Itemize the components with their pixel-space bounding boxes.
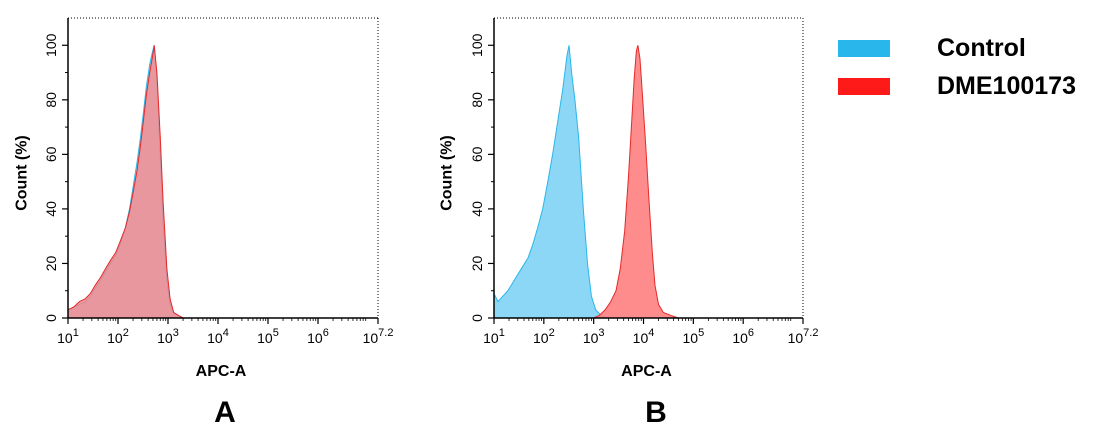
series-dme100173-area [593,45,679,319]
y-axis-title: Count (%) [14,135,31,211]
y-tick-label: 100 [43,33,59,57]
panel-a: 0 20 40 60 80 100 101 102 103 104 105 106 107.2 APC-A… [14,17,394,429]
y-tick-label: 20 [469,255,485,271]
x-axis-title: APC-A [196,363,247,380]
x-tick-label: 103 [583,327,605,346]
x-tick-label: 101 [57,327,79,346]
x-tick-label: 107.2 [363,327,394,346]
x-tick-label: 104 [633,327,655,346]
x-tick-label: 105 [257,327,279,346]
legend-label-dme100173: DME100173 [937,72,1076,100]
y-tick-label: 0 [43,314,59,322]
x-tick-label: 107.2 [788,327,819,346]
legend-swatch-dme100173 [838,78,890,95]
series-control-area [493,45,644,319]
x-tick-label: 106 [732,327,754,346]
x-tick-label: 103 [157,327,179,346]
x-tick-label: 106 [307,327,329,346]
x-tick-label: 104 [207,327,229,346]
y-tick-label: 80 [43,92,59,108]
panel-letter: B [645,396,667,429]
x-tick-label: 102 [533,327,555,346]
y-tick-label: 60 [469,146,485,162]
y-tick-label: 40 [469,201,485,217]
y-axis-title: Count (%) [439,135,456,211]
panel-b: 0 20 40 60 80 100 101 102 103 104 105 106 107.2 APC-A… [439,17,819,429]
series-dme100173-area [67,45,218,319]
legend-swatch-control [838,40,890,57]
x-tick-label: 102 [107,327,129,346]
y-tick-label: 0 [469,314,485,322]
y-tick-label: 60 [43,146,59,162]
legend: Control DME100173 [838,34,1076,100]
y-tick-label: 80 [469,92,485,108]
y-tick-label: 100 [469,33,485,57]
y-tick-label: 40 [43,201,59,217]
x-tick-label: 101 [483,327,505,346]
y-tick-label: 20 [43,255,59,271]
x-tick-label: 105 [683,327,705,346]
panel-letter: A [214,396,236,429]
x-axis-title: APC-A [621,363,672,380]
legend-label-control: Control [937,34,1026,62]
